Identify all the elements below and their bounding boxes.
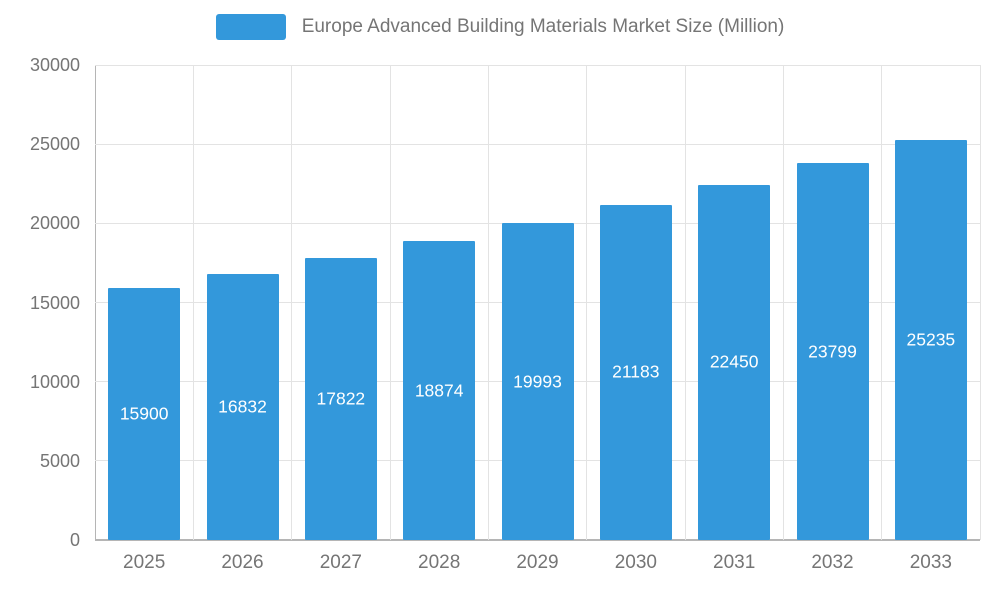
bar-value-label: 17822 — [316, 388, 366, 409]
bar-value-label: 25235 — [906, 329, 956, 350]
x-axis-tick-label: 2027 — [319, 552, 362, 573]
gridline-x — [291, 65, 293, 540]
legend-item[interactable]: Europe Advanced Building Materials Marke… — [215, 14, 785, 40]
gridline-y — [95, 64, 980, 66]
legend-swatch-icon — [215, 14, 286, 40]
y-axis-tick-label: 25000 — [29, 134, 80, 155]
bar-value-label: 16832 — [218, 396, 267, 417]
x-axis-tick-label: 2029 — [516, 552, 559, 573]
gridline-x — [487, 65, 489, 540]
bar-value-label: 21183 — [612, 361, 660, 382]
bar-value-label: 18874 — [414, 380, 464, 401]
gridline-x — [586, 65, 588, 540]
y-axis-tick-label: 0 — [69, 530, 80, 550]
x-axis-tick-label: 2033 — [909, 552, 952, 573]
x-axis-tick-label: 2032 — [811, 552, 854, 573]
x-axis-tick-label: 2030 — [614, 552, 657, 573]
chart-legend: Europe Advanced Building Materials Marke… — [0, 14, 1000, 40]
bar-2032: 23799 — [796, 163, 869, 540]
y-axis-tick-label: 10000 — [29, 371, 80, 392]
x-axis: 2025 2026 2027 2028 2029 2030 2031 2032 2033 — [95, 552, 980, 582]
y-axis-tick-label: 20000 — [29, 213, 80, 234]
gridline-x — [881, 65, 883, 540]
bar-2030: 21183 — [599, 204, 672, 540]
x-axis-tick-label: 2026 — [221, 552, 264, 573]
x-axis-tick-label: 2025 — [123, 552, 166, 573]
gridline-y — [95, 222, 980, 224]
gridline-y — [95, 143, 980, 145]
y-axis-tick-label: 5000 — [39, 450, 80, 471]
bar-value-label: 23799 — [808, 341, 857, 362]
bar-2025: 15900 — [108, 288, 181, 540]
bar-value-label: 19993 — [513, 371, 562, 392]
bar-2033: 25235 — [894, 140, 967, 540]
bar-value-label: 22450 — [709, 351, 759, 372]
x-axis-tick-label: 2028 — [418, 552, 461, 573]
bar-2026: 16832 — [206, 273, 279, 540]
y-axis-tick-label: 30000 — [29, 55, 80, 75]
bar-2029: 19993 — [501, 223, 574, 540]
x-axis-tick-label: 2031 — [713, 552, 756, 573]
gridline-x — [684, 65, 686, 540]
x-axis-line — [95, 539, 980, 541]
gridline-x — [782, 65, 784, 540]
plot-area: 15900 16832 17822 18874 19993 21183 22450 23799… — [95, 64, 981, 541]
bar-value-label: 15900 — [119, 403, 169, 424]
gridline-x — [192, 65, 194, 540]
bar-2027: 17822 — [304, 257, 377, 540]
gridline-x — [389, 65, 391, 540]
legend-label: Europe Advanced Building Materials Marke… — [301, 16, 785, 37]
bar-2031: 22450 — [698, 184, 771, 540]
bar-2028: 18874 — [403, 241, 476, 540]
y-axis-tick-label: 15000 — [29, 292, 80, 313]
gridline-x — [979, 65, 981, 540]
